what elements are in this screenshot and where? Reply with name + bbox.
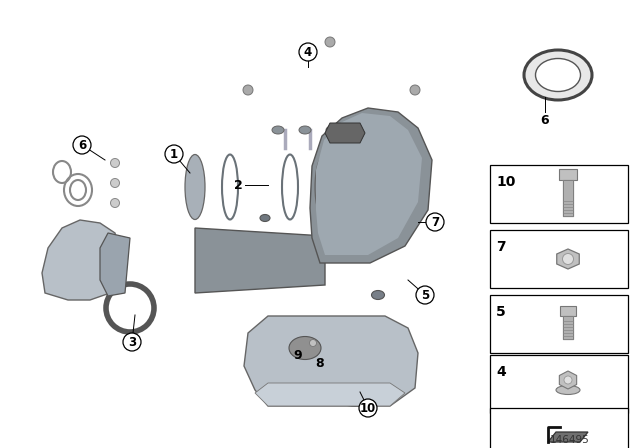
Text: 6: 6 xyxy=(78,138,86,151)
Bar xyxy=(490,355,628,413)
Ellipse shape xyxy=(315,155,335,220)
Circle shape xyxy=(111,159,120,168)
Ellipse shape xyxy=(524,50,592,100)
Polygon shape xyxy=(548,432,588,442)
Circle shape xyxy=(111,198,120,207)
Circle shape xyxy=(531,72,538,78)
Text: 1: 1 xyxy=(170,147,178,160)
Text: 9: 9 xyxy=(294,349,302,362)
Ellipse shape xyxy=(260,215,270,221)
Bar xyxy=(560,306,576,316)
Text: 4: 4 xyxy=(304,46,312,59)
Bar xyxy=(490,165,628,223)
Ellipse shape xyxy=(289,336,321,359)
Ellipse shape xyxy=(185,155,205,220)
Circle shape xyxy=(579,72,586,78)
Ellipse shape xyxy=(376,126,388,134)
Polygon shape xyxy=(42,220,120,300)
Text: 2: 2 xyxy=(234,178,243,191)
Ellipse shape xyxy=(572,68,592,82)
Ellipse shape xyxy=(524,68,544,82)
Bar xyxy=(559,169,577,180)
Circle shape xyxy=(426,213,444,231)
Polygon shape xyxy=(195,228,325,293)
Polygon shape xyxy=(100,233,130,296)
Bar xyxy=(490,295,628,353)
Ellipse shape xyxy=(327,364,383,406)
Text: 146495: 146495 xyxy=(550,435,590,445)
Bar xyxy=(490,408,628,448)
Circle shape xyxy=(325,37,335,47)
Circle shape xyxy=(165,145,183,163)
Ellipse shape xyxy=(536,59,580,91)
Text: 3: 3 xyxy=(128,336,136,349)
Polygon shape xyxy=(559,371,577,389)
Circle shape xyxy=(359,399,377,417)
Polygon shape xyxy=(244,316,418,406)
Text: 7: 7 xyxy=(496,240,506,254)
Ellipse shape xyxy=(299,126,311,134)
Circle shape xyxy=(111,178,120,188)
Text: 8: 8 xyxy=(316,357,324,370)
Polygon shape xyxy=(316,113,422,255)
Ellipse shape xyxy=(352,126,364,134)
Text: 4: 4 xyxy=(496,365,506,379)
Circle shape xyxy=(73,136,91,154)
Ellipse shape xyxy=(371,290,385,300)
Ellipse shape xyxy=(272,126,284,134)
Text: 10: 10 xyxy=(496,175,515,189)
Ellipse shape xyxy=(326,126,338,134)
Circle shape xyxy=(564,376,572,384)
Circle shape xyxy=(310,340,317,346)
Circle shape xyxy=(243,85,253,95)
Polygon shape xyxy=(325,123,365,143)
Circle shape xyxy=(123,333,141,351)
Text: 5: 5 xyxy=(496,305,506,319)
Text: 5: 5 xyxy=(421,289,429,302)
Text: 7: 7 xyxy=(431,215,439,228)
Polygon shape xyxy=(557,249,579,269)
Ellipse shape xyxy=(556,385,580,395)
Bar xyxy=(490,230,628,288)
Circle shape xyxy=(410,85,420,95)
Polygon shape xyxy=(310,108,432,263)
Circle shape xyxy=(563,254,573,264)
Text: 6: 6 xyxy=(541,113,549,126)
Text: 10: 10 xyxy=(360,401,376,414)
Circle shape xyxy=(416,286,434,304)
Circle shape xyxy=(299,43,317,61)
Ellipse shape xyxy=(314,347,356,377)
Polygon shape xyxy=(255,383,405,406)
